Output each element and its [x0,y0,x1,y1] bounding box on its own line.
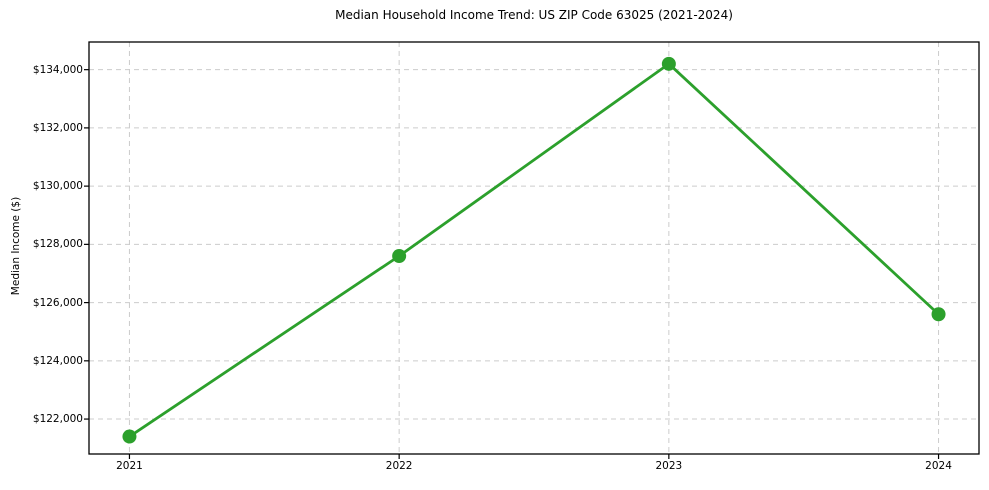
y-tick-label: $134,000 [32,63,83,76]
x-tick-label: 2023 [655,460,683,472]
data-point-2022 [392,249,407,264]
data-point-2023 [661,56,676,71]
chart-title: Median Household Income Trend: US ZIP Co… [335,8,733,22]
y-tick-label: $132,000 [32,121,83,134]
income-trend-line [128,62,940,438]
axes-border [88,41,980,455]
y-tick-label: $130,000 [32,180,83,193]
y-tick-label: $126,000 [32,296,83,309]
y-tick-label: $128,000 [32,238,83,251]
y-tick-label: $122,000 [32,413,83,426]
data-point-2024 [931,307,946,322]
data-point-2021 [122,429,137,444]
x-tick-label: 2022 [385,460,413,472]
x-tick-label: 2021 [116,460,143,472]
y-tick-label: $124,000 [32,354,83,367]
x-tick-label: 2024 [925,460,952,472]
